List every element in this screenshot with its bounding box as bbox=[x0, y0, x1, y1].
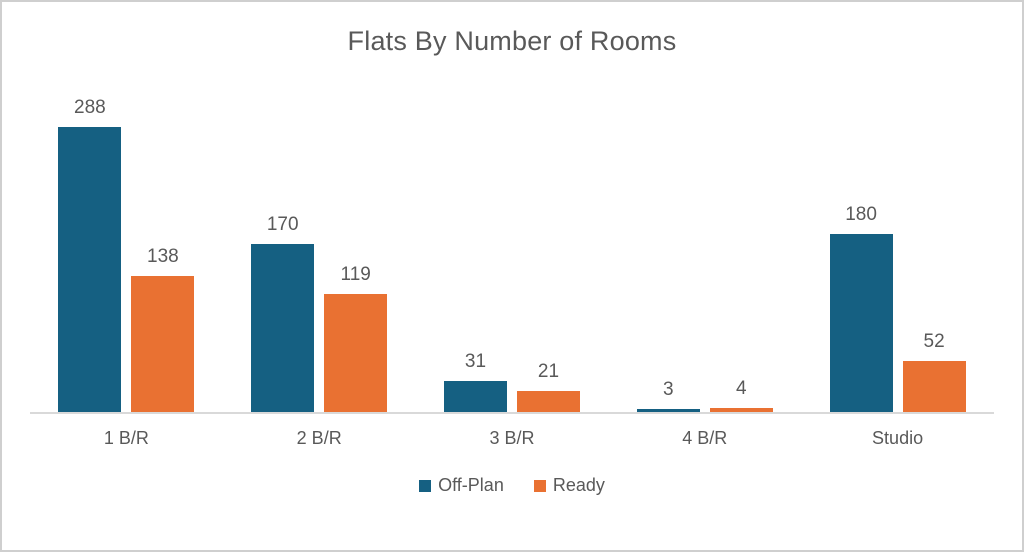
legend-item-off-plan: Off-Plan bbox=[419, 475, 504, 496]
x-axis-label-3-b-r: 3 B/R bbox=[489, 428, 535, 448]
legend-label: Ready bbox=[552, 475, 605, 495]
legend-swatch-icon bbox=[419, 479, 432, 492]
x-axis-label-studio: Studio bbox=[872, 428, 924, 448]
off-plan-bar bbox=[251, 244, 315, 412]
data-label: 3 bbox=[662, 379, 674, 400]
off-plan-bar bbox=[829, 234, 893, 412]
bar-wrapper: 119 bbox=[324, 264, 388, 412]
bar-wrapper: 180 bbox=[829, 204, 893, 412]
plot-area: 288 138 170 119 31 21 3 4 180 52 bbox=[30, 76, 994, 414]
bar-group-studio: 180 52 bbox=[829, 204, 966, 412]
bar-wrapper: 4 bbox=[709, 378, 773, 412]
bar-group-1-b-r: 288 138 bbox=[58, 97, 195, 412]
bar-wrapper: 31 bbox=[443, 351, 507, 412]
bar-group-2-b-r: 170 119 bbox=[251, 214, 388, 412]
data-label: 52 bbox=[923, 331, 945, 352]
bar-wrapper: 52 bbox=[902, 331, 966, 412]
data-label: 119 bbox=[340, 264, 371, 285]
legend-label: Off-Plan bbox=[438, 475, 504, 495]
data-label: 31 bbox=[464, 351, 487, 372]
off-plan-bar bbox=[443, 381, 507, 412]
x-axis-label-2-b-r: 2 B/R bbox=[296, 428, 342, 448]
legend: Off-Plan Ready bbox=[2, 475, 1022, 496]
bar-wrapper: 288 bbox=[58, 97, 122, 412]
ready-bar bbox=[902, 361, 966, 412]
legend-swatch-icon bbox=[533, 479, 546, 492]
off-plan-bar bbox=[58, 127, 122, 412]
x-axis-labels: 1 B/R 2 B/R 3 B/R 4 B/R Studio bbox=[30, 414, 994, 449]
off-plan-bar bbox=[636, 409, 700, 412]
data-label: 138 bbox=[147, 246, 179, 267]
bar-wrapper: 21 bbox=[516, 361, 580, 412]
data-label: 4 bbox=[735, 378, 747, 399]
ready-bar bbox=[516, 391, 580, 412]
legend-item-ready: Ready bbox=[533, 475, 605, 496]
data-label: 21 bbox=[537, 361, 560, 382]
bar-wrapper: 170 bbox=[251, 214, 315, 412]
ready-bar bbox=[324, 294, 388, 412]
data-label: 180 bbox=[845, 204, 877, 225]
data-label: 288 bbox=[74, 97, 106, 118]
data-label: 170 bbox=[266, 214, 299, 235]
ready-bar bbox=[131, 276, 195, 412]
bar-wrapper: 138 bbox=[131, 246, 195, 412]
x-axis-label-1-b-r: 1 B/R bbox=[103, 428, 149, 448]
x-axis-label-4-b-r: 4 B/R bbox=[682, 428, 728, 448]
bar-wrapper: 3 bbox=[636, 379, 700, 412]
ready-bar bbox=[709, 408, 773, 412]
bar-group-3-b-r: 31 21 bbox=[443, 351, 580, 412]
chart-title: Flats By Number of Rooms bbox=[347, 26, 677, 56]
